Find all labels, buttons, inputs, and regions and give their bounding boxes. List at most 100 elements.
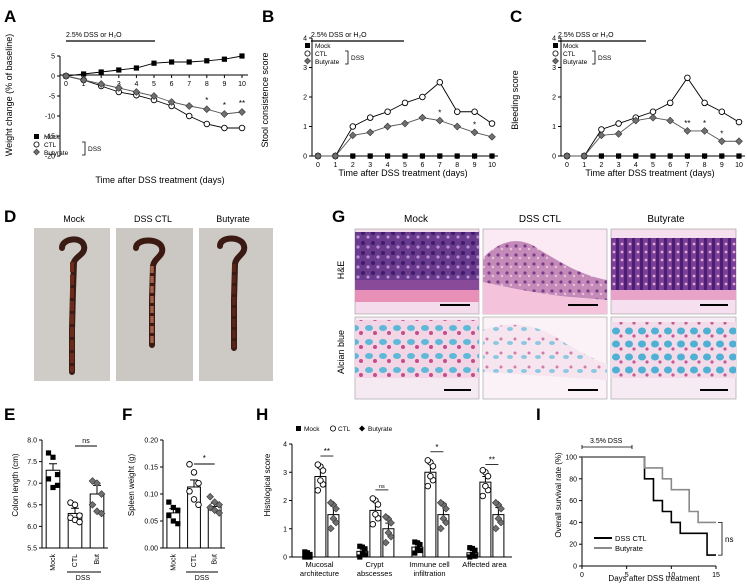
x-tick-label: 1 (333, 162, 337, 169)
data-point (442, 504, 450, 513)
significance-mark: ns (725, 535, 733, 544)
legend: Mock CTL Butyrate (296, 425, 393, 433)
legend-group-label: DSS (351, 55, 365, 62)
data-point-ctl (349, 123, 357, 130)
alcian-image-butyrate (610, 316, 737, 400)
y-tick-label: 0.15 (144, 465, 158, 472)
data-point-butyrate (666, 116, 675, 125)
data-point (479, 467, 487, 474)
survival-chart: Overall survival rate (%) Days after DSS… (554, 438, 733, 583)
data-point-mock (633, 153, 639, 159)
y-tick-label: 4 (303, 36, 307, 43)
data-point-mock (98, 69, 104, 75)
y-tick-label: 2 (283, 498, 287, 505)
legend-label-butyrate: Butyrate (563, 59, 588, 66)
data-point (491, 524, 500, 533)
x-tick-label: 0 (316, 162, 320, 169)
data-point (195, 501, 202, 509)
legend-marker-ctl (329, 425, 336, 432)
data-point-mock (350, 153, 356, 159)
y-tick-label: 0.10 (144, 492, 158, 499)
y-tick-label: 0.00 (144, 546, 158, 553)
legend: Mock CTL Butyrate DSS (304, 43, 365, 66)
y-tick-label: 0.05 (144, 519, 158, 526)
data-point-butyrate (331, 152, 340, 160)
data-point-ctl (701, 99, 708, 107)
data-point-mock (616, 153, 622, 159)
x-tick-label: 0 (565, 162, 569, 169)
y-axis-label: Bleeding score (510, 70, 520, 130)
y-tick-label: 0 (51, 74, 55, 81)
legend-label-butyrate: Butyrate (315, 59, 340, 66)
data-point-butyrate (348, 131, 357, 140)
data-point (93, 479, 101, 488)
data-point (436, 524, 445, 533)
data-point-butyrate (79, 76, 88, 84)
x-tick-label: But (94, 554, 101, 565)
data-point-ctl (419, 93, 426, 101)
series-line-mock (65, 55, 243, 77)
data-point-ctl (436, 78, 444, 86)
legend-label-mock: Mock (563, 43, 579, 50)
data-point (71, 501, 79, 509)
data-point-butyrate (597, 131, 606, 140)
data-point (76, 512, 83, 519)
y-tick-label: 5.5 (27, 546, 37, 553)
y-tick-label: 1 (552, 124, 556, 131)
legend-marker-mock (34, 134, 39, 139)
data-point (439, 514, 448, 523)
data-point-butyrate (614, 130, 623, 138)
legend-marker-ctl (552, 50, 559, 57)
spleen-weight-chart: Spleen weight (g) DSS 0.20 0.15 0.10 0.05 0.… (127, 438, 225, 582)
x-axis-label: Days after DSS treatment (608, 574, 700, 583)
data-point (314, 487, 322, 494)
data-point (326, 498, 335, 507)
significance-mark: ** (489, 455, 495, 464)
data-point-butyrate (238, 108, 246, 116)
alcian-image-dss-ctl (482, 316, 608, 400)
x-axis-label: Time after DSS treatment (days) (95, 175, 224, 185)
x-axis-label: Time after DSS treatment (days) (585, 168, 714, 178)
y-axis-label: Histological score (263, 453, 272, 516)
data-point-ctl (221, 124, 228, 132)
data-point-mock (702, 153, 708, 159)
x-tick-label: 8 (455, 162, 459, 169)
photo-label-mock: Mock (63, 214, 85, 224)
data-point-butyrate (167, 98, 176, 106)
bar-mock (45, 469, 61, 549)
data-point (424, 482, 432, 490)
data-point-mock (402, 153, 408, 159)
significance-mark: ** (239, 99, 245, 108)
dss-bracket-text: 3.5% DSS (590, 438, 623, 445)
data-point-mock (736, 153, 742, 159)
data-point (319, 467, 327, 474)
significance-mark: * (435, 443, 438, 452)
data-point (472, 547, 478, 553)
y-tick-label: 5 (51, 54, 55, 61)
data-point (469, 551, 475, 558)
colon-photo-butyrate (199, 228, 273, 381)
significance-mark: * (205, 96, 208, 105)
data-point (206, 503, 214, 512)
panel-letter-a: A (4, 7, 16, 26)
x-tick-label: Mock (50, 554, 57, 571)
histology-column-mock: Mock (404, 214, 429, 225)
significance-mark: ** (684, 119, 690, 128)
data-point (414, 546, 420, 552)
colon-photo-dss-ctl (116, 228, 193, 381)
x-tick-label: 7 (187, 81, 191, 88)
x-tick-label: 9 (720, 162, 724, 169)
he-image-mock (354, 228, 480, 315)
data-point (186, 488, 193, 495)
data-point (429, 463, 437, 470)
data-point-ctl (401, 99, 409, 107)
data-point (210, 506, 219, 515)
data-point-ctl (718, 108, 726, 115)
histological-score-chart: Histological score Mock CTL Butyrate 4 3 2… (263, 425, 512, 578)
data-point-mock (221, 56, 227, 62)
data-point (357, 554, 363, 560)
photo-label-butyrate: Butyrate (216, 214, 250, 224)
data-point (482, 482, 489, 490)
data-point (494, 514, 503, 523)
legend-marker-mock (305, 43, 310, 48)
